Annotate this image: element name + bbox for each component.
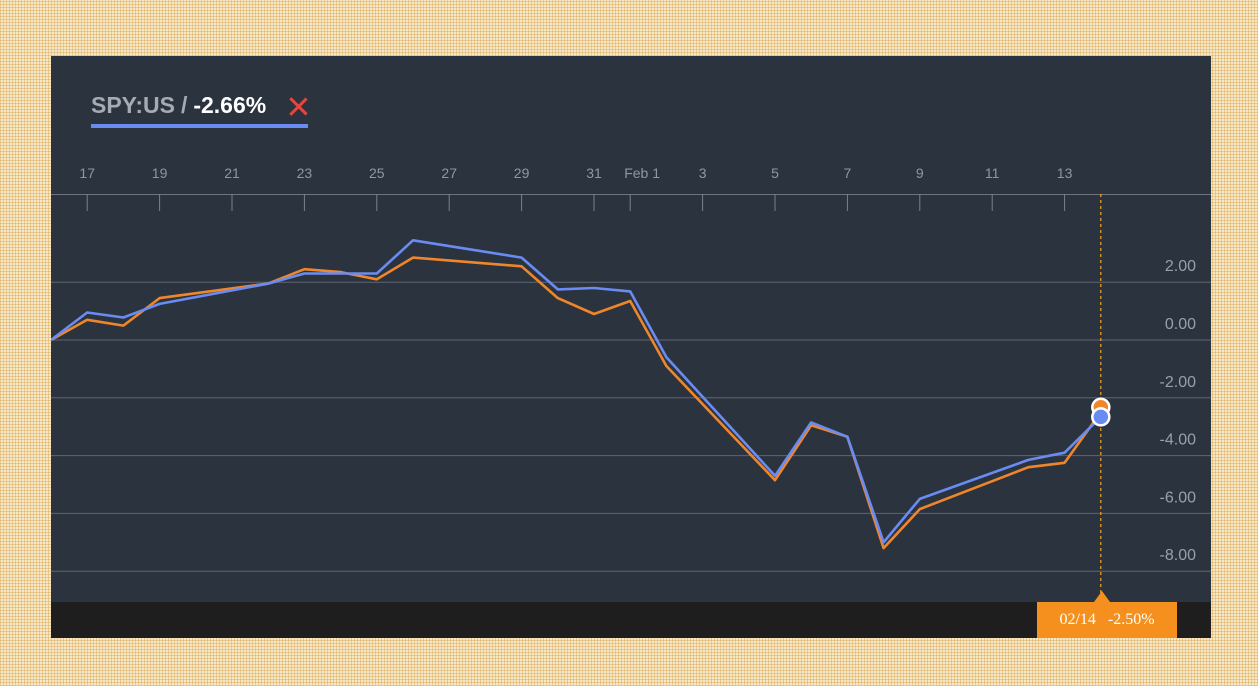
line-chart[interactable]: 2.00 0.00 -2.00 -4.00 -6.00 -8.00 17 19 21 23 25 27… [51, 56, 1211, 638]
y-tick-label: 0.00 [1165, 316, 1196, 333]
legend-ticker[interactable]: SPY:US [91, 92, 175, 118]
y-tick-label: -6.00 [1160, 489, 1197, 506]
series-legend: SPY:US / -2.66% [91, 92, 309, 128]
x-tick-label: 13 [1057, 165, 1073, 181]
x-tick-label: 17 [79, 165, 95, 181]
chart-panel: 2.00 0.00 -2.00 -4.00 -6.00 -8.00 17 19 21 23 25 27… [51, 56, 1211, 638]
x-tick-label: 21 [224, 165, 240, 181]
x-tick-label: 27 [441, 165, 457, 181]
y-tick-label: -4.00 [1160, 432, 1197, 449]
readout-pointer [1094, 591, 1110, 602]
y-tick-label: 2.00 [1165, 258, 1196, 275]
x-tick-label: 11 [985, 165, 1000, 181]
x-tick-label: 9 [916, 165, 924, 181]
readout-value: -2.50% [1107, 611, 1155, 628]
x-tick-label: 7 [844, 165, 852, 181]
y-tick-label: -8.00 [1160, 547, 1197, 564]
series-line [51, 256, 1102, 550]
legend-separator: / [180, 92, 188, 118]
x-tick-label: Feb 1 [624, 165, 660, 181]
x-tick-label: 19 [152, 165, 168, 181]
y-tick-label: -2.00 [1160, 374, 1197, 391]
crosshair-readout: 02/14 -2.50% [1037, 602, 1177, 638]
x-tick-label: 31 [586, 165, 602, 181]
x-tick-label: 29 [514, 165, 530, 181]
series-line [51, 239, 1102, 544]
x-tick-label: 25 [369, 165, 385, 181]
legend-change-value: -2.66% [193, 92, 267, 118]
chart-footer-bar [51, 602, 1211, 638]
close-icon[interactable] [288, 96, 308, 116]
series-end-point [1091, 407, 1111, 427]
x-tick-label: 23 [297, 165, 313, 181]
x-tick-label: 5 [771, 165, 779, 181]
readout-date: 02/14 [1059, 611, 1096, 628]
x-tick-label: 3 [699, 165, 707, 181]
